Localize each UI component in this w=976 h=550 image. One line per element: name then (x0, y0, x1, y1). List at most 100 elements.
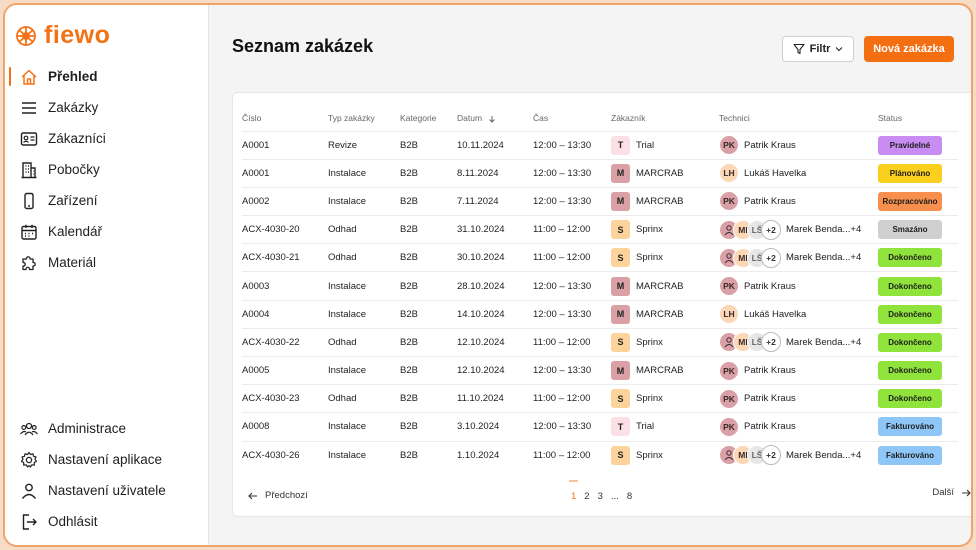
column-header-status[interactable]: Status (878, 112, 903, 123)
customer-name: MARCRAB (636, 167, 684, 179)
cell-kategorie: B2B (400, 355, 457, 385)
page-number-8[interactable]: 8 (626, 491, 633, 502)
table-row[interactable]: A0002 Instalace B2B 7.11.2024 12:00 – 13:30 M… (242, 186, 958, 216)
cell-cas: 11:00 – 12:00 (533, 384, 611, 413)
cell-typ: Instalace (328, 299, 400, 329)
cell-kategorie: B2B (400, 440, 457, 470)
cell-cislo: ACX-4030-20 (242, 215, 328, 244)
sidebar-item-logout[interactable]: Odhlásit (5, 506, 209, 537)
sidebar-item-building[interactable]: Pobočky (5, 154, 209, 185)
cell-kategorie: B2B (400, 327, 457, 357)
orders-table: Číslo Typ zakázky Kategorie Datum Čas Zá… (242, 105, 958, 470)
sidebar-item-list[interactable]: Zakázky (5, 92, 209, 123)
sidebar-item-label: Zakázky (48, 100, 99, 115)
sidebar-item-label: Administrace (48, 421, 127, 436)
technician-more-count[interactable]: +2 (761, 332, 781, 353)
cell-cas: 12:00 – 13:30 (533, 158, 611, 188)
table-row[interactable]: ACX-4030-22 Odhad B2B 12.10.2024 11:00 – 12:… (242, 327, 958, 357)
table-row[interactable]: A0001 Revize B2B 10.11.2024 12:00 – 13:30 T Tr… (242, 130, 958, 160)
cell-datum: 3.10.2024 (457, 412, 533, 442)
table-row[interactable]: ACX-4030-26 Instalace B2B 1.10.2024 11:00 – … (242, 440, 958, 470)
cell-datum: 7.11.2024 (457, 186, 533, 216)
table-row[interactable]: ACX-4030-23 Odhad B2B 11.10.2024 11:00 – 12:… (242, 384, 958, 413)
status-badge: Plánováno (878, 163, 942, 183)
status-badge: Dokončeno (878, 276, 942, 296)
cell-cislo: ACX-4030-23 (242, 384, 328, 413)
column-header-datum[interactable]: Datum (457, 105, 533, 131)
sidebar-item-contact-card[interactable]: Zákazníci (5, 123, 209, 154)
logo[interactable]: fiewo (11, 21, 110, 50)
table-row[interactable]: ACX-4030-20 Odhad B2B 31.10.2024 11:00 – 12:… (242, 215, 958, 244)
next-page-button[interactable]: Další (932, 487, 971, 498)
technician-more-count[interactable]: +2 (761, 445, 781, 466)
cell-kategorie: B2B (400, 271, 457, 301)
cell-status: Fakturováno (878, 412, 958, 442)
customer-badge: S (611, 332, 630, 352)
cell-kategorie: B2B (400, 384, 457, 413)
cell-datum: 1.10.2024 (457, 440, 533, 470)
table-row[interactable]: A0008 Instalace B2B 3.10.2024 12:00 – 13:30 T… (242, 412, 958, 442)
technician-more-count[interactable]: +2 (761, 247, 781, 268)
chevron-down-icon (836, 47, 843, 52)
user-icon (19, 481, 39, 501)
sidebar-item-user[interactable]: Nastavení uživatele (5, 475, 209, 506)
sidebar-item-puzzle[interactable]: Materiál (5, 247, 209, 278)
technician-avatar: LH (719, 163, 739, 184)
customer-name: Sprinx (636, 224, 663, 236)
cell-zakaznik: T Trial (611, 412, 719, 442)
technician-avatar: PK (719, 276, 739, 297)
cell-technici: MI LŠ +2 Marek Benda...+4 (719, 243, 878, 272)
filter-button[interactable]: Filtr (782, 36, 854, 62)
cell-datum: 28.10.2024 (457, 271, 533, 301)
table-row[interactable]: A0001 Instalace B2B 8.11.2024 12:00 – 13:30 M… (242, 158, 958, 188)
table-row[interactable]: A0004 Instalace B2B 14.10.2024 12:00 – 13:30… (242, 299, 958, 329)
cell-datum: 8.11.2024 (457, 158, 533, 188)
page-number-2[interactable]: 2 (584, 491, 590, 502)
table-row[interactable]: ACX-4030-21 Odhad B2B 30.10.2024 11:00 – 12:… (242, 243, 958, 272)
column-header-typ[interactable]: Typ zakázky (328, 112, 375, 123)
column-header-technici[interactable]: Technici (719, 112, 750, 123)
cell-technici: LH Lukáš Havelka (719, 299, 878, 329)
cell-typ: Instalace (328, 355, 400, 385)
cell-kategorie: B2B (400, 243, 457, 272)
cell-zakaznik: M MARCRAB (611, 271, 719, 301)
status-badge: Fakturováno (878, 445, 942, 465)
technician-avatar: PK (719, 135, 739, 156)
page-number-3[interactable]: 3 (597, 491, 603, 502)
cell-cas: 12:00 – 13:30 (533, 271, 611, 301)
group-icon (724, 450, 734, 461)
cell-cislo: ACX-4030-21 (242, 243, 328, 272)
page-number-1[interactable]: 1 (568, 480, 579, 502)
sidebar-item-home[interactable]: Přehled (5, 61, 209, 92)
sidebar-item-phone[interactable]: Zařízení (5, 185, 209, 216)
cell-technici: MI LŠ +2 Marek Benda...+4 (719, 215, 878, 244)
new-order-button[interactable]: Nová zakázka (864, 36, 954, 62)
sidebar-item-calendar[interactable]: Kalendář (5, 216, 209, 247)
sidebar-item-gear[interactable]: Nastavení aplikace (5, 444, 209, 475)
cell-typ: Revize (328, 130, 400, 160)
status-badge: Dokončeno (878, 304, 942, 324)
next-page-label: Další (932, 487, 954, 498)
column-header-cas[interactable]: Čas (533, 112, 549, 123)
technician-avatar: PK (719, 388, 739, 409)
column-header-cislo[interactable]: Číslo (242, 112, 262, 123)
status-badge: Dokončeno (878, 361, 942, 381)
cell-zakaznik: M MARCRAB (611, 158, 719, 188)
column-header-zakaznik[interactable]: Zákazník (611, 112, 646, 123)
table-row[interactable]: A0003 Instalace B2B 28.10.2024 12:00 – 13:30… (242, 271, 958, 301)
arrow-left-icon (248, 492, 257, 499)
prev-page-button[interactable]: Předchozí (248, 490, 308, 501)
cell-status: Dokončeno (878, 355, 958, 385)
sidebar-item-users[interactable]: Administrace (5, 413, 209, 444)
customer-name: Sprinx (636, 336, 663, 348)
cell-status: Dokončeno (878, 299, 958, 329)
sidebar-item-label: Odhlásit (48, 514, 98, 529)
cell-zakaznik: S Sprinx (611, 327, 719, 357)
technician-more-count[interactable]: +2 (761, 219, 781, 240)
cell-datum: 12.10.2024 (457, 327, 533, 357)
cell-zakaznik: S Sprinx (611, 243, 719, 272)
table-row[interactable]: A0005 Instalace B2B 12.10.2024 12:00 – 13:30… (242, 355, 958, 385)
cell-cislo: A0005 (242, 355, 328, 385)
status-badge: Fakturováno (878, 417, 942, 437)
column-header-kategorie[interactable]: Kategorie (400, 112, 437, 123)
